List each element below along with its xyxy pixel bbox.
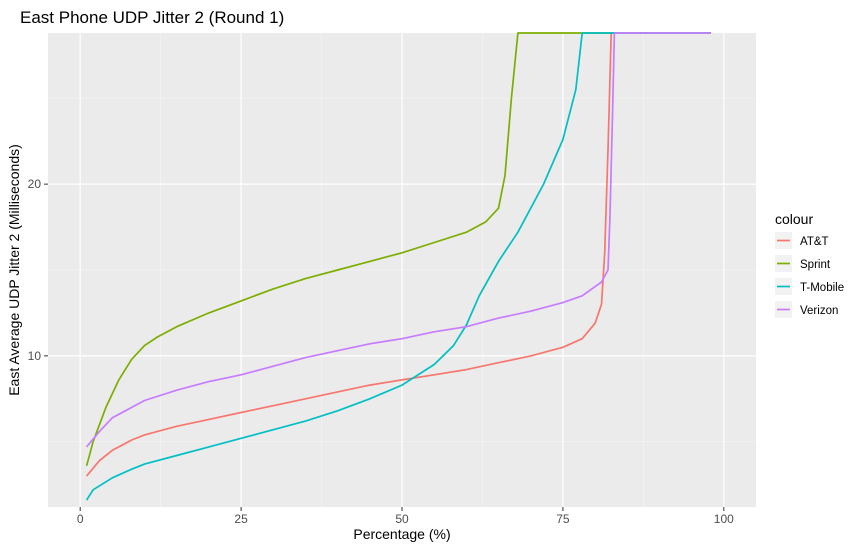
legend-label-at-t: AT&T [800,236,829,248]
series-lines [85,32,711,501]
legend-label-sprint: Sprint [800,259,831,271]
y-tick-label: 20 [28,177,42,191]
series-line-at-t [85,32,711,477]
y-tick-label: 10 [28,349,42,363]
legend-label-t-mobile: T-Mobile [800,282,844,294]
y-axis-ticks: 10 20 [28,177,48,363]
x-tick-label: 100 [714,512,734,526]
series-line-sprint [85,32,711,467]
series-line-verizon [85,32,711,448]
x-axis-label: Percentage (%) [353,526,450,542]
x-tick-label: 0 [77,512,84,526]
legend-label-verizon: Verizon [800,305,838,317]
y-axis-label: East Average UDP Jitter 2 (Milliseconds) [6,144,22,396]
x-tick-label: 50 [395,512,409,526]
grid-major [48,33,756,507]
x-tick-label: 25 [234,512,248,526]
legend: colour AT&T Sprint T-Mobile Verizon [775,211,844,318]
series-line-t-mobile [85,32,711,501]
legend-title: colour [775,211,813,227]
x-axis-ticks: 0 25 50 75 100 [77,507,734,526]
x-tick-label: 75 [556,512,570,526]
chart-title: East Phone UDP Jitter 2 (Round 1) [20,8,284,27]
